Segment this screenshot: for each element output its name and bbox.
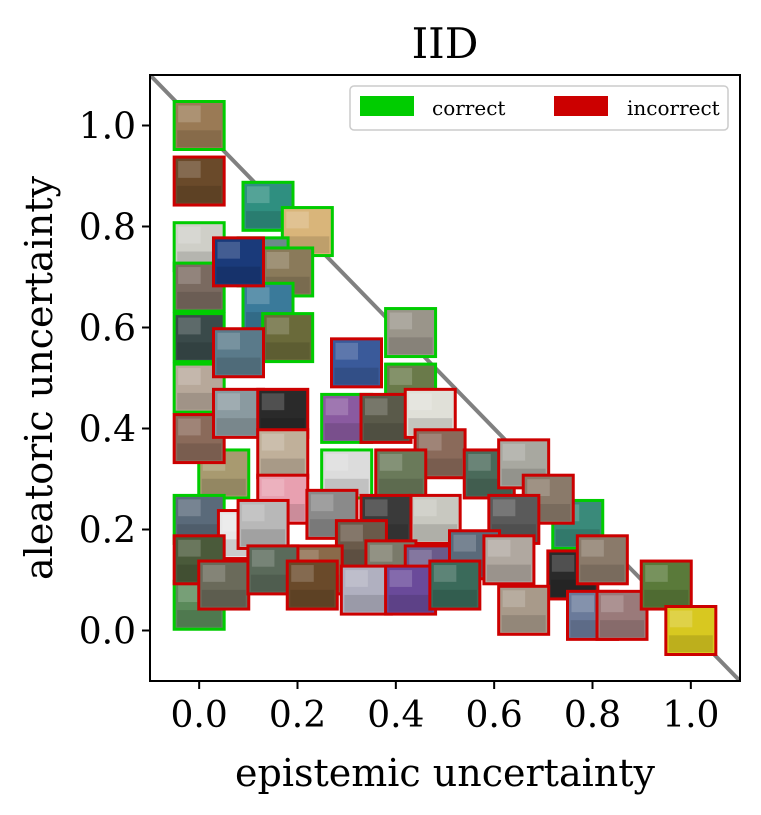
- y-tick-label: 0.6: [79, 309, 136, 350]
- correct-thumbnail: [384, 307, 438, 359]
- incorrect-thumbnail: [374, 448, 428, 500]
- correct-thumbnail: [172, 100, 226, 151]
- incorrect-thumbnail: [428, 559, 482, 611]
- x-tick-label: 0.6: [466, 695, 523, 736]
- legend-label-correct: correct: [432, 96, 505, 120]
- plot-frame: [149, 74, 741, 682]
- incorrect-thumbnail: [197, 559, 251, 611]
- incorrect-thumbnail: [285, 559, 339, 611]
- y-tick-label: 0.0: [79, 612, 136, 653]
- image-thumbnails: [172, 100, 718, 656]
- incorrect-thumbnail: [246, 544, 300, 596]
- incorrect-thumbnail: [236, 498, 290, 550]
- incorrect-thumbnail: [212, 327, 265, 379]
- incorrect-thumbnail: [639, 559, 693, 611]
- incorrect-thumbnail: [384, 564, 438, 616]
- incorrect-thumbnail: [664, 605, 718, 656]
- incorrect-thumbnail: [595, 589, 649, 641]
- incorrect-thumbnail: [172, 155, 226, 207]
- incorrect-thumbnail: [339, 564, 393, 616]
- incorrect-thumbnail: [330, 337, 383, 389]
- correct-thumbnail: [241, 180, 295, 232]
- y-tick-label: 0.8: [79, 208, 136, 249]
- incorrect-thumbnail: [575, 534, 629, 586]
- y-tick-label: 1.0: [79, 107, 136, 148]
- legend-label-incorrect: incorrect: [627, 96, 720, 120]
- legend: correct incorrect: [349, 85, 729, 131]
- incorrect-thumbnail: [497, 584, 551, 636]
- incorrect-thumbnail: [482, 534, 536, 586]
- x-tick-label: 1.0: [662, 695, 719, 736]
- x-tick-label: 0.8: [564, 695, 621, 736]
- x-tick-label: 0.0: [171, 695, 228, 736]
- x-axis-ticks: 0.0 0.2 0.4 0.6 0.8 1.0: [171, 681, 719, 736]
- legend-swatch-incorrect: [554, 96, 608, 116]
- y-axis-label: aleatoric uncertainty: [17, 175, 61, 579]
- x-tick-label: 0.2: [269, 695, 326, 736]
- chart-title: IID: [412, 19, 479, 68]
- incorrect-thumbnail: [256, 428, 310, 480]
- y-axis-ticks: 0.0 0.2 0.4 0.6 0.8 1.0: [79, 107, 150, 653]
- incorrect-thumbnail: [212, 387, 265, 439]
- plot-area: [150, 75, 740, 681]
- incorrect-thumbnail: [408, 493, 462, 545]
- x-tick-label: 0.4: [367, 695, 424, 736]
- legend-swatch-correct: [360, 96, 414, 116]
- incorrect-thumbnail: [212, 236, 265, 288]
- legend-box: [349, 85, 729, 131]
- x-axis-label: epistemic uncertainty: [235, 751, 655, 795]
- y-tick-label: 0.4: [79, 410, 136, 451]
- incorrect-thumbnail: [359, 392, 413, 444]
- y-tick-label: 0.2: [79, 511, 136, 552]
- correct-thumbnail: [261, 312, 315, 364]
